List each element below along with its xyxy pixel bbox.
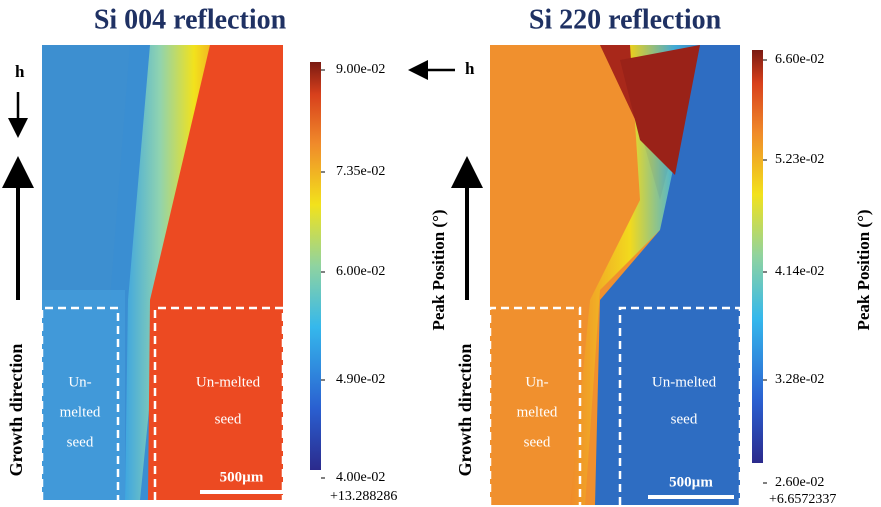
scale-label: 500µm [669,474,713,490]
colorbar-label: 4.90e-02 [336,372,385,387]
colorbar-label: 2.60e-02 [775,475,824,490]
colorbar-offset: +6.6572337 [769,492,836,507]
seed-box [488,306,582,505]
map-left [42,45,283,500]
seed-label: seed [524,434,551,450]
growth-label: Growth direction [455,344,475,477]
scale-label: 500µm [220,469,264,485]
colorbar-label: 6.60e-02 [775,52,824,67]
seed-label: melted [517,404,558,420]
colorbar-label: 4.00e-02 [336,470,385,485]
h-label: h [15,62,25,81]
h-label: h [465,59,475,78]
seed-box [618,306,742,505]
seed-label: melted [60,404,101,420]
overlay: Si 004 reflection 9.00e-02 7.35e-02 6.00e-0… [2,4,873,507]
seed-label: Un- [68,374,91,390]
seed-label: seed [67,434,94,450]
colorbar-label: 9.00e-02 [336,62,385,77]
map-right [490,45,740,505]
colorbar [752,50,763,463]
colorbar-label: 3.28e-02 [775,372,824,387]
seed-label: Un-melted [196,374,261,390]
seed-label: Un- [525,374,548,390]
seed-label: seed [671,411,698,427]
colorbar-label: 6.00e-02 [336,264,385,279]
seed-label: seed [215,411,242,427]
seed-label: Un-melted [652,374,717,390]
colorbar-label: 5.23e-02 [775,152,824,167]
colorbar-label: 4.14e-02 [775,264,824,279]
panel-title: Si 004 reflection [94,4,287,35]
seed-box [153,306,285,500]
colorbar-title: Peak Position (°) [429,209,448,330]
colorbar-offset: +13.288286 [330,489,397,504]
growth-label: Growth direction [6,344,26,477]
colorbar [310,62,321,470]
colorbar-title: Peak Position (°) [854,209,873,330]
seed-box [40,306,120,500]
panel-title: Si 220 reflection [529,4,722,35]
colorbar-label: 7.35e-02 [336,164,385,179]
